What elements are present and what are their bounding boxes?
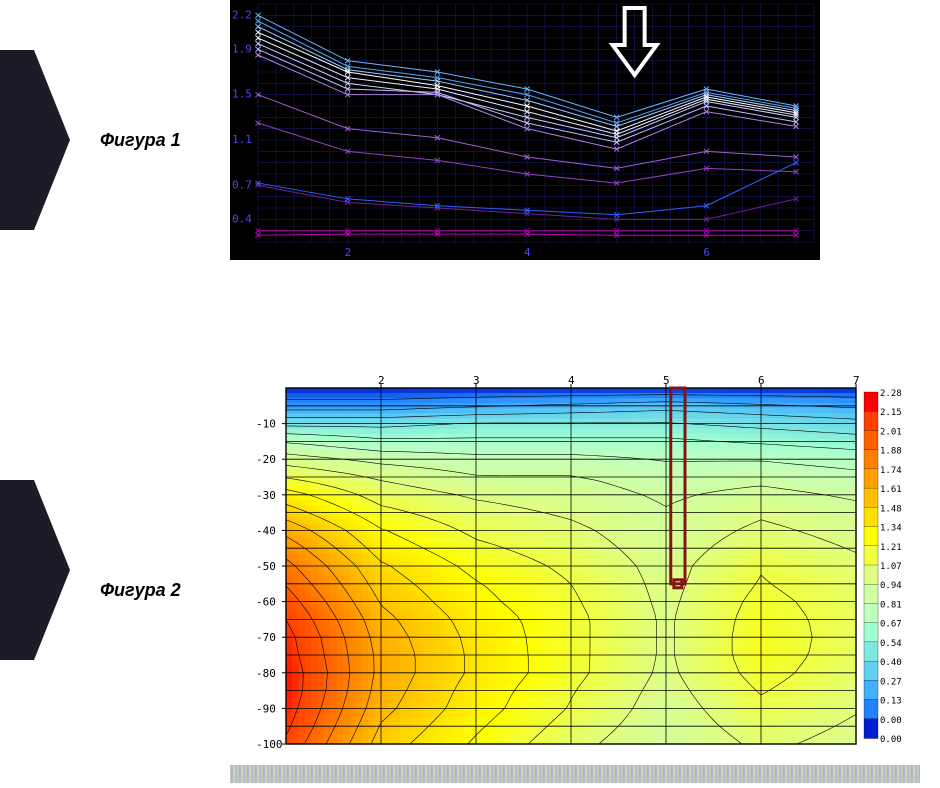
svg-text:4: 4 [524, 246, 531, 259]
svg-text:1.1: 1.1 [232, 133, 252, 146]
svg-text:1.9: 1.9 [232, 42, 252, 55]
svg-text:0.7: 0.7 [232, 178, 252, 191]
pentagon-decor-2 [0, 480, 70, 660]
svg-text:1.5: 1.5 [232, 88, 252, 101]
figure2-chart: 234567-10-20-30-40-50-60-70-80-90-1002.2… [240, 370, 910, 750]
svg-text:6: 6 [703, 246, 710, 259]
svg-text:2.2: 2.2 [232, 8, 252, 21]
svg-text:0.4: 0.4 [232, 212, 252, 225]
noise-strip [230, 765, 920, 783]
pentagon-decor-1 [0, 50, 70, 230]
figure2-label: Фигура 2 [100, 580, 181, 601]
figure1-chart: 0.4 0.7 1.1 1.5 1.9 2.2 2 4 6 [230, 0, 820, 260]
svg-text:2: 2 [345, 246, 352, 259]
figure1-label: Фигура 1 [100, 130, 181, 151]
